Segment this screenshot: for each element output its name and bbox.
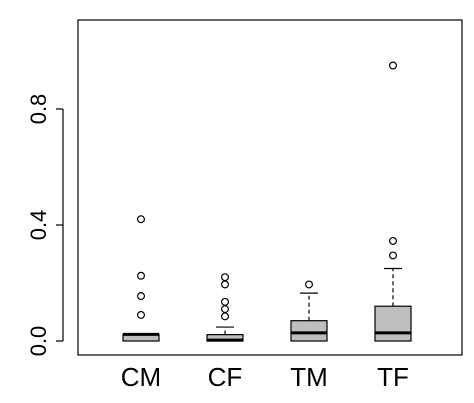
y-tick-label: 0.0	[26, 326, 51, 357]
box-cm	[122, 215, 160, 342]
x-tick-label: TM	[290, 362, 328, 392]
outlier-point	[389, 61, 398, 70]
outlier-point	[137, 215, 146, 224]
outlier-point	[221, 297, 230, 306]
outlier-point	[221, 273, 230, 282]
x-axis: CM CF TM TF	[121, 362, 409, 392]
y-tick-label: 0.8	[26, 94, 51, 125]
y-tick-label: 0.4	[26, 210, 51, 241]
box-tf	[374, 61, 412, 342]
outlier-point	[221, 280, 230, 289]
outlier-point	[137, 292, 146, 301]
x-tick-label: CF	[208, 362, 243, 392]
outlier-point	[389, 236, 398, 245]
x-tick-label: CM	[121, 362, 161, 392]
plot-frame	[77, 19, 463, 356]
box-iqr	[290, 320, 328, 342]
box-tm	[290, 280, 328, 342]
outlier-point	[221, 312, 230, 321]
outlier-point	[389, 251, 398, 260]
box-cf	[206, 273, 244, 342]
y-axis: 0.0 0.4 0.8	[26, 94, 64, 357]
boxes	[122, 61, 412, 342]
outlier-point	[305, 280, 314, 289]
outlier-point	[221, 305, 230, 314]
outlier-point	[137, 271, 146, 280]
outlier-point	[137, 310, 146, 319]
box-iqr	[374, 305, 412, 342]
x-tick-label: TF	[377, 362, 409, 392]
